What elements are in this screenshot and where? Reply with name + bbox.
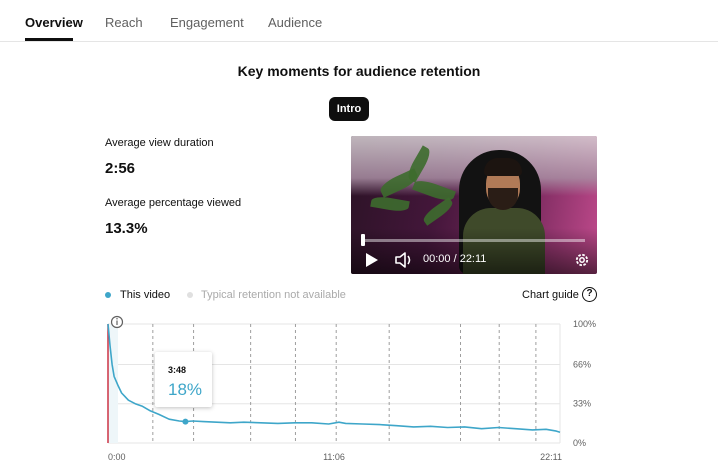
chart-guide-link[interactable]: Chart guide	[522, 289, 579, 301]
active-tab-indicator	[25, 38, 73, 41]
x-tick-label: 22:11	[540, 452, 562, 462]
key-moment-lines	[152, 324, 537, 443]
retention-chart: 100% 66% 33% 0% 0:00 11:06 22:11	[107, 315, 596, 462]
volume-icon[interactable]	[394, 251, 414, 269]
play-icon[interactable]	[365, 252, 379, 268]
y-tick-label: 33%	[573, 399, 591, 409]
x-tick-label: 11:06	[323, 452, 345, 462]
x-tick-label: 0:00	[108, 452, 126, 462]
y-tick-label: 0%	[573, 438, 586, 448]
typical-retention-legend-label: Typical retention not available	[201, 289, 346, 301]
video-time-display: 00:00 / 22:11	[423, 253, 487, 265]
controls-gradient	[351, 228, 597, 274]
tab-engagement[interactable]: Engagement	[170, 15, 244, 30]
x-axis-ticks: 0:00 11:06 22:11	[108, 452, 562, 462]
video-progress-handle[interactable]	[361, 234, 365, 246]
avg-view-duration-label: Average view duration	[105, 137, 214, 149]
tooltip-value: 18%	[168, 380, 203, 399]
tooltip-time: 3:48	[168, 365, 187, 375]
y-tick-label: 66%	[573, 359, 591, 369]
tab-bar: Overview Reach Engagement Audience	[0, 0, 718, 42]
avg-view-duration-value: 2:56	[105, 160, 136, 177]
video-player[interactable]: 00:00 / 22:11	[351, 136, 597, 274]
hover-data-point[interactable]	[182, 418, 189, 425]
intro-highlight-band	[108, 324, 118, 443]
this-video-legend-dot	[105, 292, 111, 298]
y-tick-label: 100%	[573, 319, 596, 329]
help-icon[interactable]: ?	[582, 287, 597, 302]
info-icon[interactable]	[110, 315, 124, 329]
retention-series-line	[107, 323, 561, 434]
tab-audience[interactable]: Audience	[268, 15, 323, 30]
y-axis-ticks: 100% 66% 33% 0%	[573, 319, 596, 448]
plant-leaf	[420, 197, 456, 226]
presenter-hair	[484, 158, 522, 176]
avg-percentage-viewed-label: Average percentage viewed	[105, 197, 242, 209]
typical-retention-legend-dot	[187, 292, 193, 298]
retention-tooltip: 3:48 18%	[155, 352, 212, 407]
tab-reach[interactable]: Reach	[105, 15, 143, 30]
settings-icon[interactable]	[573, 251, 591, 269]
avg-percentage-viewed-value: 13.3%	[105, 220, 148, 237]
section-title: Key moments for audience retention	[237, 63, 481, 79]
video-progress-bar[interactable]	[363, 239, 585, 242]
this-video-legend-label: This video	[120, 289, 171, 301]
plant-leaf	[370, 194, 410, 214]
tab-overview[interactable]: Overview	[25, 15, 83, 30]
intro-chip[interactable]: Intro	[329, 97, 369, 121]
presenter-beard	[488, 188, 518, 210]
